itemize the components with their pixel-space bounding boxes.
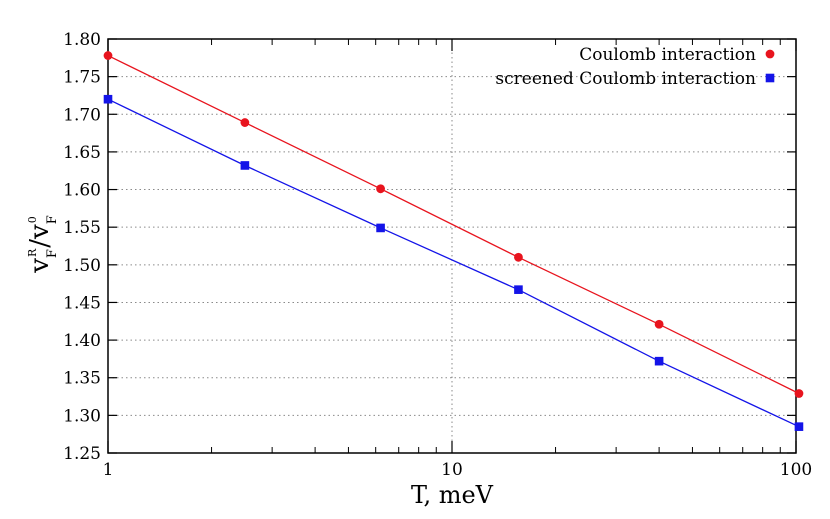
- y-label-sub-num: F: [45, 249, 60, 258]
- grid: [108, 39, 796, 453]
- legend-marker-circle: [765, 49, 775, 59]
- y-tick-label: 1.50: [63, 256, 101, 276]
- y-label-base-num: v: [25, 258, 55, 274]
- y-tick-label: 1.80: [63, 30, 101, 50]
- series-layer: [103, 51, 804, 431]
- data-point-square: [514, 285, 523, 294]
- data-point-circle: [514, 252, 523, 262]
- x-tick-label: 100: [780, 460, 812, 480]
- legend-marker-square: [765, 73, 775, 83]
- y-tick-label: 1.45: [63, 293, 101, 313]
- data-point-square: [376, 223, 385, 233]
- data-point-circle: [376, 184, 385, 194]
- y-label-slash: /: [25, 239, 55, 248]
- data-point-square: [794, 422, 804, 431]
- x-tick-label: 1: [103, 460, 114, 480]
- data-point-circle: [240, 118, 250, 127]
- x-axis-label: T, meV: [411, 481, 494, 509]
- data-point-square: [654, 356, 664, 366]
- y-tick-label: 1.60: [63, 181, 101, 201]
- y-label-sup-num: R: [26, 248, 39, 257]
- y-axis-label: vFR/vF0: [25, 215, 60, 274]
- data-point-square: [103, 94, 113, 104]
- y-tick-label: 1.75: [63, 68, 101, 88]
- y-label-sup-den: 0: [26, 216, 39, 223]
- y-tick-label: 1.25: [63, 444, 101, 464]
- x-tick-label: 10: [441, 460, 463, 480]
- y-label-base-den: v: [25, 224, 55, 240]
- data-point-circle: [794, 389, 804, 398]
- data-point-circle: [654, 319, 664, 329]
- series-line-1: [107, 55, 800, 395]
- y-tick-label: 1.40: [63, 331, 101, 351]
- data-point-square: [240, 161, 250, 170]
- legend-label-2: screened Coulomb interaction: [495, 69, 756, 89]
- axis-ticks: 1.25 1.30 1.35 1.40 1.45 1.50 1.55 1.60 1.65 1.70…: [63, 30, 812, 480]
- y-tick-label: 1.30: [63, 406, 101, 426]
- legend-label-1: Coulomb interaction: [579, 45, 756, 65]
- y-tick-label: 1.65: [63, 143, 101, 163]
- y-tick-label: 1.70: [63, 105, 101, 125]
- legend: Coulomb interaction screened Coulomb inte…: [495, 45, 775, 89]
- y-label-sub-den: F: [45, 215, 60, 224]
- svg-text:vFR/vF0: vFR/vF0: [25, 215, 60, 274]
- series-line-2: [107, 98, 800, 428]
- data-point-circle: [103, 51, 113, 60]
- y-tick-label: 1.55: [63, 218, 101, 238]
- y-tick-label: 1.35: [63, 369, 101, 389]
